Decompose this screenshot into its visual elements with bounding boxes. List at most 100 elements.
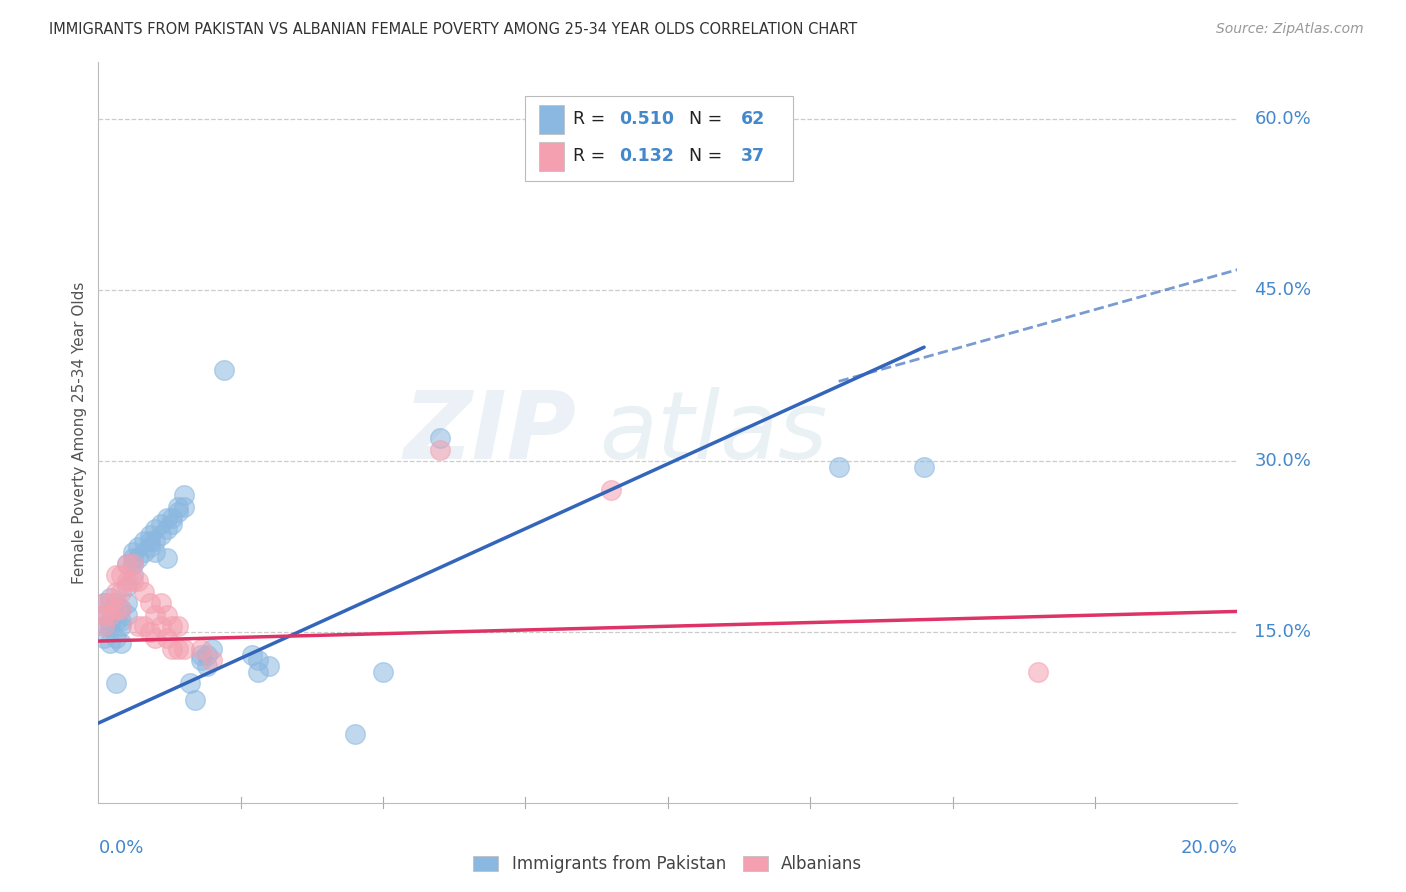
Point	[429, 431, 451, 445]
Point	[173, 642, 195, 657]
Point	[121, 557, 143, 571]
Point	[162, 511, 184, 525]
Point	[93, 607, 115, 622]
Legend: Immigrants from Pakistan, Albanians: Immigrants from Pakistan, Albanians	[467, 848, 869, 880]
Point	[156, 607, 179, 622]
Point	[246, 665, 269, 679]
Point	[138, 597, 160, 611]
Point	[259, 659, 281, 673]
Point	[429, 442, 451, 457]
Point	[156, 511, 179, 525]
Point	[104, 631, 127, 645]
Point	[115, 607, 138, 622]
Text: IMMIGRANTS FROM PAKISTAN VS ALBANIAN FEMALE POVERTY AMONG 25-34 YEAR OLDS CORREL: IMMIGRANTS FROM PAKISTAN VS ALBANIAN FEM…	[49, 22, 858, 37]
Text: 37: 37	[741, 147, 765, 165]
Point	[104, 676, 127, 690]
Point	[167, 619, 190, 633]
Point	[104, 602, 127, 616]
Text: R =: R =	[574, 111, 612, 128]
Point	[115, 597, 138, 611]
Y-axis label: Female Poverty Among 25-34 Year Olds: Female Poverty Among 25-34 Year Olds	[72, 282, 87, 583]
Point	[162, 516, 184, 531]
Point	[115, 557, 138, 571]
Point	[912, 459, 935, 474]
Point	[138, 624, 160, 639]
Point	[104, 597, 127, 611]
Point	[179, 676, 201, 690]
Text: 62: 62	[741, 111, 765, 128]
Point	[343, 727, 366, 741]
Point	[201, 653, 224, 667]
Text: Source: ZipAtlas.com: Source: ZipAtlas.com	[1216, 22, 1364, 37]
Point	[98, 591, 121, 605]
Point	[201, 642, 224, 657]
Point	[1026, 665, 1049, 679]
Point	[121, 550, 143, 565]
Point	[132, 533, 155, 548]
Text: 0.510: 0.510	[619, 111, 673, 128]
Point	[104, 614, 127, 628]
Text: N =: N =	[678, 111, 728, 128]
Bar	[538, 105, 564, 134]
Text: 60.0%: 60.0%	[1254, 111, 1312, 128]
Point	[156, 523, 179, 537]
Point	[173, 488, 195, 502]
Point	[127, 550, 149, 565]
Point	[173, 500, 195, 514]
Point	[110, 636, 132, 650]
Text: N =: N =	[678, 147, 728, 165]
Point	[93, 619, 115, 633]
Point	[184, 693, 207, 707]
Point	[98, 636, 121, 650]
Point	[162, 619, 184, 633]
Point	[104, 585, 127, 599]
Text: atlas: atlas	[599, 387, 828, 478]
Point	[98, 607, 121, 622]
Point	[93, 607, 115, 622]
Point	[110, 614, 132, 628]
Point	[145, 631, 167, 645]
Point	[121, 568, 143, 582]
Point	[156, 550, 179, 565]
Point	[195, 659, 218, 673]
Point	[195, 648, 218, 662]
Point	[110, 602, 132, 616]
Text: R =: R =	[574, 147, 612, 165]
Point	[104, 568, 127, 582]
Point	[145, 533, 167, 548]
Point	[138, 533, 160, 548]
Point	[93, 597, 115, 611]
Point	[132, 545, 155, 559]
Point	[110, 585, 132, 599]
Point	[132, 619, 155, 633]
Point	[150, 528, 173, 542]
Point	[115, 579, 138, 593]
Point	[150, 619, 173, 633]
Point	[110, 602, 132, 616]
Point	[167, 505, 190, 519]
Point	[121, 545, 143, 559]
Point	[138, 540, 160, 554]
Point	[145, 523, 167, 537]
Point	[127, 574, 149, 588]
FancyBboxPatch shape	[526, 95, 793, 181]
Text: ZIP: ZIP	[404, 386, 576, 479]
Point	[150, 516, 173, 531]
Point	[110, 568, 132, 582]
Text: 20.0%: 20.0%	[1181, 839, 1237, 857]
Point	[150, 597, 173, 611]
Point	[121, 574, 143, 588]
Point	[93, 597, 115, 611]
Point	[132, 585, 155, 599]
Point	[110, 619, 132, 633]
Point	[600, 483, 623, 497]
Point	[828, 459, 851, 474]
Point	[162, 642, 184, 657]
Point	[167, 500, 190, 514]
Point	[127, 619, 149, 633]
Point	[212, 363, 235, 377]
Point	[138, 528, 160, 542]
Text: 45.0%: 45.0%	[1254, 281, 1312, 299]
Text: 15.0%: 15.0%	[1254, 623, 1312, 641]
Point	[93, 619, 115, 633]
